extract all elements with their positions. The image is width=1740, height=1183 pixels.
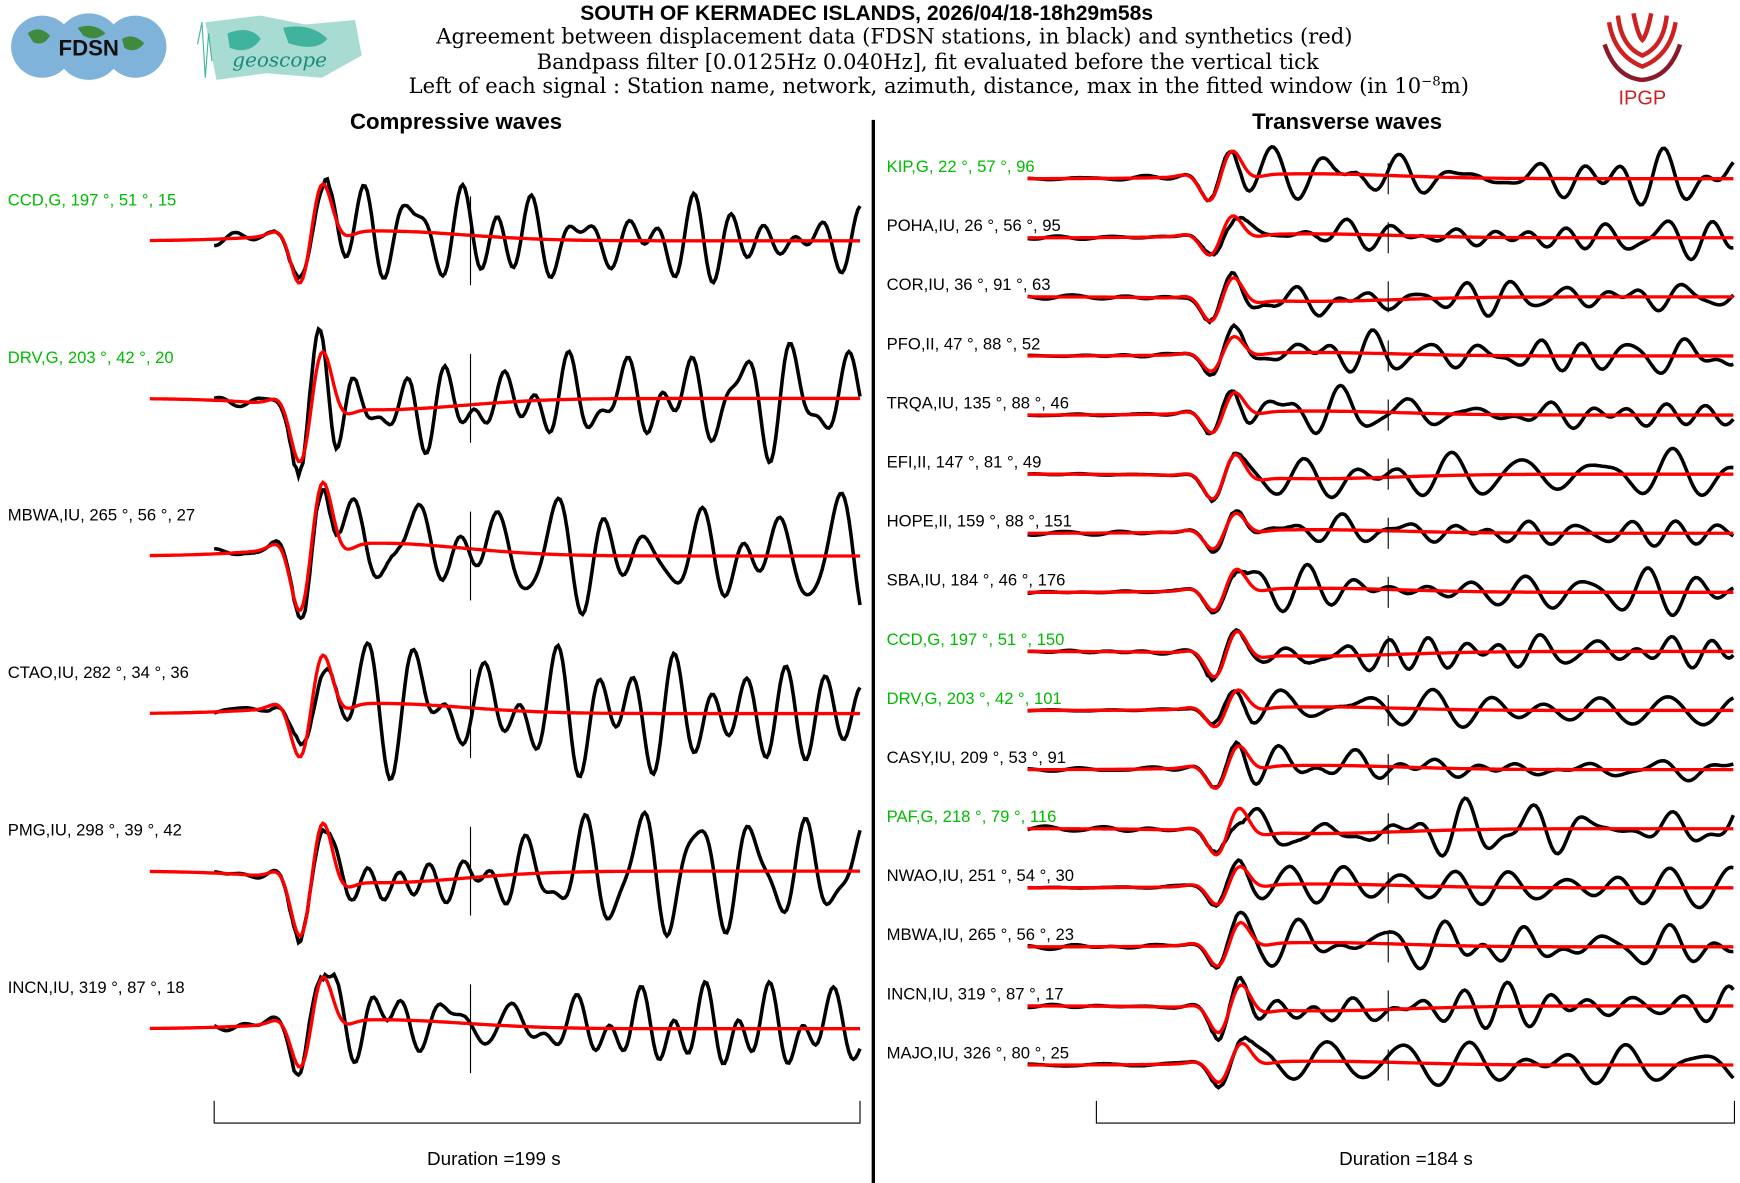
data-trace: [1027, 383, 1735, 436]
station-label: PAF,G, 218 °, 79 °, 116: [887, 807, 1057, 826]
station-label: TRQA,IU, 135 °, 88 °, 46: [887, 393, 1069, 412]
station-label: MBWA,IU, 265 °, 56 °, 27: [8, 505, 195, 524]
station-label: DRV,G, 203 °, 42 °, 101: [887, 689, 1062, 708]
trace-15: INCN,IU, 319 °, 87 °, 17: [887, 975, 1735, 1043]
trace-5: TRQA,IU, 135 °, 88 °, 46: [887, 383, 1735, 436]
ipgp-logo: IPGP: [1602, 12, 1683, 109]
trace-16: MAJO,IU, 326 °, 80 °, 25: [887, 1035, 1735, 1090]
data-trace: [213, 176, 862, 286]
synthetic-trace: [1027, 511, 1734, 551]
data-trace: [213, 640, 862, 782]
station-label: CCD,G, 197 °, 51 °, 15: [8, 190, 177, 209]
trace-14: MBWA,IU, 265 °, 56 °, 23: [887, 910, 1734, 971]
synthetic-trace: [1027, 629, 1734, 679]
data-trace: [213, 488, 862, 621]
station-label: KIP,G, 22 °, 57 °, 96: [887, 157, 1035, 176]
synthetic-trace: [149, 821, 861, 938]
transverse-panel: KIP,G, 22 °, 57 °, 96 POHA,IU, 26 °, 56 °…: [887, 144, 1735, 1090]
station-label: EFI,II, 147 °, 81 °, 49: [887, 452, 1042, 471]
trace-3: COR,IU, 36 °, 91 °, 63: [887, 270, 1735, 325]
data-trace: [1027, 322, 1734, 378]
synthetic-trace: [1027, 983, 1734, 1035]
trace-1: KIP,G, 22 °, 57 °, 96: [887, 144, 1735, 207]
station-label: POHA,IU, 26 °, 56 °, 95: [887, 216, 1061, 235]
svg-text:FDSN: FDSN: [59, 36, 119, 61]
figure-title: SOUTH OF KERMADEC ISLANDS, 2026/04/18-18…: [580, 2, 1153, 25]
station-label: INCN,IU, 319 °, 87 °, 17: [887, 984, 1064, 1003]
compressive-panel: CCD,G, 197 °, 51 °, 15 DRV,G, 203 °, 42 °…: [8, 176, 862, 1078]
trace-1: CCD,G, 197 °, 51 °, 15: [8, 176, 862, 286]
trace-10: DRV,G, 203 °, 42 °, 101: [887, 687, 1735, 730]
synthetic-trace: [149, 349, 861, 464]
trace-3: MBWA,IU, 265 °, 56 °, 27: [8, 480, 862, 621]
svg-text:geoscope: geoscope: [232, 48, 327, 72]
synthetic-trace: [1027, 391, 1734, 435]
trace-13: NWAO,IU, 251 °, 54 °, 30: [887, 857, 1734, 910]
trace-7: HOPE,II, 159 °, 88 °, 151: [887, 509, 1735, 554]
station-label: DRV,G, 203 °, 42 °, 20: [8, 348, 174, 367]
trace-12: PAF,G, 218 °, 79 °, 116: [887, 796, 1735, 858]
station-label: COR,IU, 36 °, 91 °, 63: [887, 275, 1051, 294]
synthetic-trace: [1027, 214, 1734, 257]
station-label: PFO,II, 47 °, 88 °, 52: [887, 334, 1041, 353]
synthetic-trace: [1027, 334, 1734, 373]
duration-bracket-transverse: [1095, 1100, 1736, 1124]
trace-2: POHA,IU, 26 °, 56 °, 95: [887, 214, 1734, 262]
duration-label-compressive: Duration =199 s: [427, 1148, 561, 1169]
geoscope-logo: geoscope: [196, 15, 362, 80]
synthetic-trace: [1027, 688, 1734, 729]
station-label: PMG,IU, 298 °, 39 °, 42: [8, 821, 182, 840]
synthetic-trace: [1027, 149, 1734, 203]
station-label: MAJO,IU, 326 °, 80 °, 25: [887, 1043, 1069, 1062]
synthetic-trace: [1027, 920, 1734, 968]
data-trace: [1027, 144, 1735, 207]
synthetic-trace: [1027, 276, 1734, 323]
duration-bracket-compressive: [213, 1100, 861, 1124]
duration-label-transverse: Duration =184 s: [1339, 1148, 1473, 1169]
synthetic-trace: [1027, 1041, 1734, 1085]
subtitle-filter: Bandpass filter [0.0125Hz 0.040Hz], fit …: [537, 49, 1319, 74]
station-label: HOPE,II, 159 °, 88 °, 151: [887, 512, 1072, 531]
station-label: MBWA,IU, 265 °, 56 °, 23: [887, 925, 1074, 944]
synthetic-trace: [149, 181, 861, 285]
synthetic-trace: [149, 975, 861, 1069]
fdsn-logo: FDSN: [11, 13, 167, 80]
synthetic-trace: [1027, 452, 1734, 501]
data-trace: [1027, 910, 1734, 971]
subtitle-legend: Left of each signal : Station name, netw…: [409, 73, 1469, 98]
trace-6: EFI,II, 147 °, 81 °, 49: [887, 446, 1734, 504]
station-label: INCN,IU, 319 °, 87 °, 18: [8, 978, 185, 997]
synthetic-trace: [149, 653, 861, 759]
trace-4: CTAO,IU, 282 °, 34 °, 36: [8, 640, 862, 782]
station-label: NWAO,IU, 251 °, 54 °, 30: [887, 866, 1074, 885]
synthetic-trace: [1027, 567, 1734, 613]
synthetic-trace: [1027, 806, 1734, 857]
trace-2: DRV,G, 203 °, 42 °, 20: [8, 325, 862, 483]
station-label: SBA,IU, 184 °, 46 °, 176: [887, 571, 1066, 590]
panel-title-transverse: Transverse waves: [1252, 109, 1442, 134]
synthetic-trace: [149, 480, 861, 612]
svg-text:IPGP: IPGP: [1618, 87, 1666, 109]
synthetic-trace: [1027, 864, 1734, 907]
synthetic-trace: [1027, 744, 1734, 790]
trace-11: CASY,IU, 209 °, 53 °, 91: [887, 739, 1734, 790]
trace-4: PFO,II, 47 °, 88 °, 52: [887, 322, 1734, 378]
trace-9: CCD,G, 197 °, 51 °, 150: [887, 627, 1735, 683]
station-label: CTAO,IU, 282 °, 34 °, 36: [8, 663, 189, 682]
panel-title-compressive: Compressive waves: [350, 109, 562, 134]
trace-6: INCN,IU, 319 °, 87 °, 18: [8, 971, 862, 1078]
station-label: CCD,G, 197 °, 51 °, 150: [887, 630, 1065, 649]
trace-8: SBA,IU, 184 °, 46 °, 176: [887, 562, 1735, 618]
station-label: CASY,IU, 209 °, 53 °, 91: [887, 748, 1066, 767]
data-trace: [213, 325, 862, 483]
trace-5: PMG,IU, 298 °, 39 °, 42: [8, 809, 862, 946]
subtitle-agreement: Agreement between displacement data (FDS…: [435, 23, 1352, 48]
